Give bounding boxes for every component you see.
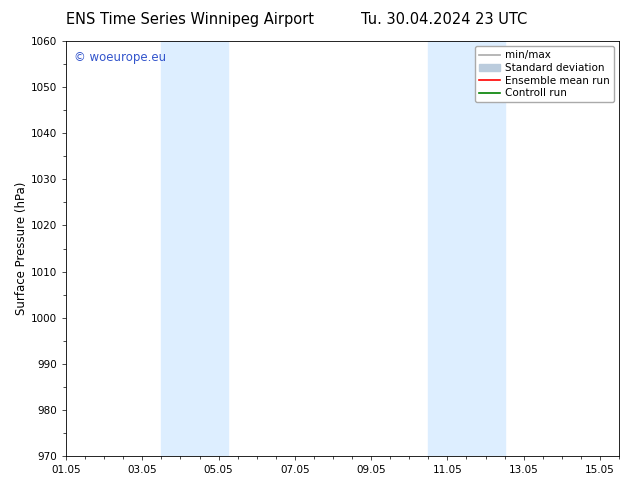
Text: Tu. 30.04.2024 23 UTC: Tu. 30.04.2024 23 UTC (361, 12, 527, 27)
Bar (429, 41, 505, 456)
Bar (162, 41, 228, 456)
Text: © woeurope.eu: © woeurope.eu (74, 51, 167, 64)
Legend: min/max, Standard deviation, Ensemble mean run, Controll run: min/max, Standard deviation, Ensemble me… (475, 46, 614, 102)
Text: ENS Time Series Winnipeg Airport: ENS Time Series Winnipeg Airport (66, 12, 314, 27)
Y-axis label: Surface Pressure (hPa): Surface Pressure (hPa) (15, 182, 28, 315)
